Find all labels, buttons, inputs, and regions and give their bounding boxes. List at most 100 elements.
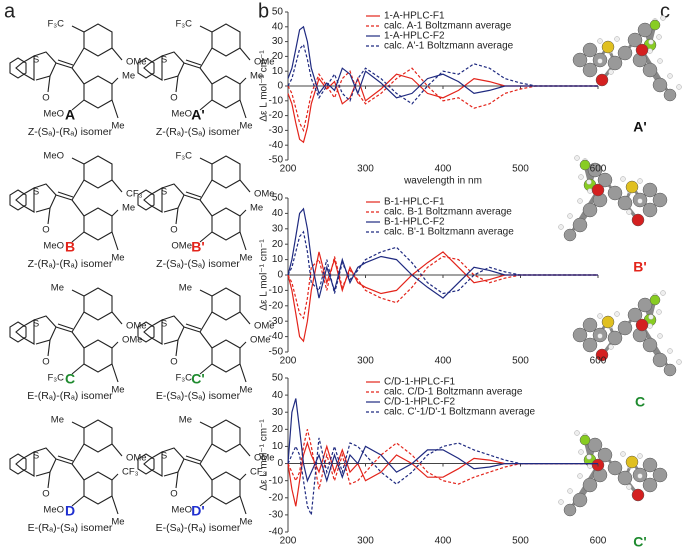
model-atom bbox=[663, 88, 677, 102]
model-atom bbox=[635, 318, 649, 332]
model-atom bbox=[617, 45, 633, 61]
model-atom bbox=[587, 437, 603, 453]
structure: S O F₃C OMe OMe Me Me B' Z-(Sₐ)-(Sₐ) isomer bbox=[137, 151, 275, 270]
model-atom bbox=[601, 40, 615, 54]
model-atom bbox=[595, 348, 609, 362]
legend-label: 1-A-HPLC-F1 bbox=[384, 11, 445, 22]
model-atom bbox=[627, 307, 643, 323]
atom-label: Me bbox=[239, 121, 252, 132]
model-atom bbox=[572, 52, 588, 68]
model-atom bbox=[663, 363, 677, 377]
model-hydrogen bbox=[577, 473, 583, 479]
x-tick-label: 300 bbox=[357, 164, 374, 175]
y-tick-label: 10 bbox=[272, 441, 284, 452]
y-tick-label: 50 bbox=[272, 193, 284, 204]
atom-label: MeO bbox=[43, 109, 64, 120]
compound-label: C bbox=[65, 371, 75, 387]
y-tick-label: 40 bbox=[272, 390, 284, 401]
model-hydrogen bbox=[578, 174, 584, 180]
model-hydrogen bbox=[577, 198, 583, 204]
atom-label: O bbox=[170, 225, 177, 236]
model-label: C bbox=[635, 394, 645, 410]
atom-label: Me bbox=[51, 415, 64, 426]
compound-label: A bbox=[65, 107, 75, 123]
x-tick-label: 500 bbox=[512, 164, 529, 175]
atom-label: CF₃ bbox=[250, 467, 267, 478]
model-atom bbox=[649, 294, 661, 306]
structure-drawing bbox=[9, 419, 123, 515]
atom-label: O bbox=[170, 93, 177, 104]
model-hydrogen bbox=[614, 36, 620, 42]
model-atom bbox=[642, 457, 658, 473]
model-hydrogen bbox=[587, 463, 593, 469]
y-tick-label: -30 bbox=[269, 316, 284, 327]
model-hydrogen bbox=[637, 453, 643, 459]
y-tick-label: -40 bbox=[269, 331, 284, 342]
atom-label: OMe bbox=[250, 335, 271, 346]
atom-label: F₃C bbox=[175, 19, 192, 30]
model-hydrogen bbox=[597, 58, 603, 64]
model-hydrogen bbox=[608, 69, 614, 75]
y-tick-label: 0 bbox=[277, 81, 283, 92]
atom-label: Me bbox=[179, 415, 192, 426]
model-hydrogen bbox=[667, 348, 673, 354]
legend-label: calc. A-1 Boltzmann average bbox=[384, 21, 512, 32]
model-hydrogen bbox=[647, 48, 653, 54]
atom-label: OMe bbox=[122, 335, 143, 346]
isomer-caption: E-(Sₐ)-(Sₐ) isomer bbox=[156, 390, 241, 402]
series-line bbox=[287, 251, 598, 343]
atom-label: MeO bbox=[43, 505, 64, 516]
atom-label: S bbox=[33, 451, 39, 462]
model-hydrogen bbox=[558, 499, 564, 505]
model-atom bbox=[587, 162, 603, 178]
model-atom bbox=[597, 447, 613, 463]
model-atom bbox=[572, 327, 588, 343]
model-atom bbox=[582, 42, 598, 58]
atom-label: Me bbox=[111, 253, 124, 264]
legend-label: calc. B-1 Boltzmann average bbox=[384, 207, 512, 218]
structure-drawing bbox=[137, 287, 251, 383]
model-atom bbox=[642, 477, 658, 493]
isomer-caption: Z-(Rₐ)-(Sₐ) isomer bbox=[156, 126, 241, 138]
atom-label: MeO bbox=[171, 109, 192, 120]
atom-label: OMe bbox=[254, 189, 275, 200]
model-atom bbox=[601, 315, 615, 329]
x-tick-label: 600 bbox=[590, 164, 607, 175]
y-tick-label: -10 bbox=[269, 95, 284, 106]
y-tick-label: 30 bbox=[272, 36, 284, 47]
model-hydrogen bbox=[676, 84, 682, 90]
isomer-caption: Z-(Sₐ)-(Rₐ) isomer bbox=[28, 126, 113, 138]
isomer-caption: Z-(Sₐ)-(Sₐ) isomer bbox=[156, 258, 240, 270]
model-atom bbox=[642, 62, 658, 78]
x-tick-label: 400 bbox=[435, 536, 452, 547]
compound-label: B' bbox=[191, 239, 204, 255]
atom-label: OMe bbox=[126, 453, 147, 464]
model-atom bbox=[582, 337, 598, 353]
structure-drawing bbox=[137, 155, 251, 251]
y-tick-label: 50 bbox=[272, 7, 284, 18]
y-axis-label: Δε L mol⁻¹ cm⁻¹ bbox=[259, 419, 270, 491]
model-hydrogen bbox=[648, 314, 654, 320]
y-tick-label: -50 bbox=[269, 155, 284, 166]
structure-drawing bbox=[137, 23, 251, 119]
model-hydrogen bbox=[657, 58, 663, 64]
model-atom bbox=[617, 195, 633, 211]
x-tick-label: 300 bbox=[357, 356, 374, 367]
series-line bbox=[287, 429, 598, 490]
atom-label: Me bbox=[111, 121, 124, 132]
atom-label: OMe bbox=[126, 321, 147, 332]
x-tick-label: 200 bbox=[280, 164, 297, 175]
atom-label: O bbox=[170, 357, 177, 368]
model-hydrogen bbox=[614, 311, 620, 317]
model-label: A' bbox=[633, 119, 646, 135]
model-hydrogen bbox=[620, 451, 626, 457]
x-tick-label: 200 bbox=[280, 356, 297, 367]
atom-label: O bbox=[42, 357, 49, 368]
structure: S O F₃C OMe MeO Me Me A' Z-(Rₐ)-(Sₐ) isomer bbox=[137, 19, 275, 138]
model-atom bbox=[572, 492, 588, 508]
x-tick-label: 600 bbox=[590, 536, 607, 547]
isomer-caption: E-(Rₐ)-(Sₐ) isomer bbox=[28, 522, 113, 534]
atom-label: S bbox=[33, 55, 39, 66]
